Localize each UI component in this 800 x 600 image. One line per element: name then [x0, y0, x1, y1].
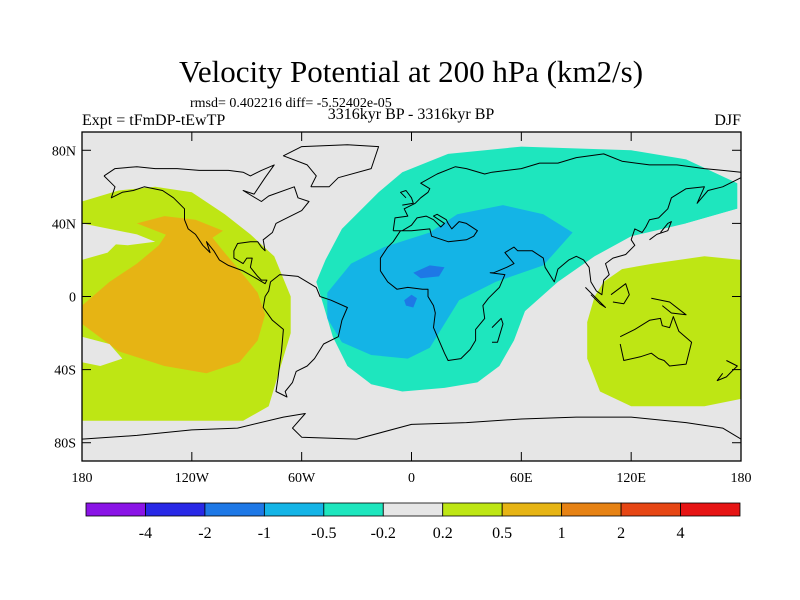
colorbar-swatch — [85, 502, 146, 517]
contour-mid-pacific-weak — [82, 223, 156, 246]
colorbar-swatch — [680, 502, 741, 517]
longitude-axis: 180 120W 60W 0 60E 120E 180 — [72, 132, 752, 486]
lat-tick-label: 80S — [54, 437, 76, 452]
figure-title: Velocity Potential at 200 hPa (km2/s) — [179, 54, 643, 89]
contour-east-pacific-positive — [82, 217, 266, 374]
coastline-antarctica — [82, 413, 741, 440]
coastline-borneo — [610, 283, 630, 305]
contour-west-pacific-australia-positive — [587, 256, 741, 407]
latitude-axis: 80N 40N 0 40S 80S — [52, 144, 741, 452]
coastline-japan — [649, 221, 672, 241]
map-panel: 80N 40N 0 40S 80S 180 120W 60W 0 60E 120E 180 — [52, 131, 752, 486]
colorbar-label: -0.5 — [311, 525, 336, 542]
coastline-new-zealand — [716, 360, 738, 382]
colorbar-swatch — [263, 502, 325, 517]
colorbar-label: 2 — [617, 525, 625, 542]
lat-tick-label: 40S — [54, 364, 76, 379]
coastline-sumatra — [585, 287, 606, 308]
colorbar-swatch — [145, 502, 206, 517]
stats-label: rmsd= 0.402216 diff= -5.52402e-05 — [190, 96, 392, 111]
coastline-new-guinea — [651, 297, 687, 316]
colorbar-swatch — [442, 502, 503, 517]
lon-tick-label: 120W — [175, 471, 210, 486]
lon-tick-label: 0 — [408, 471, 415, 486]
lat-tick-label: 80N — [52, 144, 76, 159]
colorbar-swatch — [204, 502, 265, 517]
lon-tick-label: 180 — [72, 471, 93, 486]
contour-north-africa-minimum — [413, 265, 445, 279]
colorbar-label: 4 — [677, 525, 685, 542]
contour-south-pacific-weak — [82, 336, 123, 366]
contour-north-pacific-tongue — [136, 216, 223, 242]
lat-tick-label: 40N — [52, 217, 76, 232]
colorbar-swatch — [561, 502, 622, 517]
experiment-label: Expt = tFmDP-tEwTP — [82, 112, 225, 129]
colorbar-label: -0.2 — [371, 525, 396, 542]
lon-tick-label: 120E — [616, 471, 646, 486]
colorbar-label: -1 — [258, 525, 271, 542]
colorbar-label: 0.5 — [492, 525, 512, 542]
season-label: DJF — [714, 112, 741, 129]
coastline-madagascar — [491, 317, 504, 343]
coastline-north-america — [103, 164, 310, 285]
colorbar-swatch — [382, 502, 444, 517]
lon-tick-label: 60E — [510, 471, 533, 486]
colorbar-label: 1 — [558, 525, 566, 542]
contour-east-asia-high-latitude-weak — [667, 208, 741, 242]
colorbar-swatch — [620, 502, 681, 517]
colorbar-label: -2 — [198, 525, 211, 542]
colorbar-swatch — [323, 502, 384, 517]
colorbar-swatch — [501, 502, 563, 517]
colorbar-label: 0.2 — [433, 525, 453, 542]
lat-tick-label: 0 — [69, 291, 76, 306]
colorbar-label: -4 — [139, 525, 152, 542]
contour-atlantic-africa-core — [327, 205, 573, 359]
colorbar: -4 -2 -1 -0.5 -0.2 0.2 0.5 1 2 4 — [85, 502, 741, 542]
coastline-greenland — [282, 144, 380, 188]
lon-tick-label: 60W — [288, 471, 316, 486]
coastline-south-america — [262, 274, 348, 398]
contour-tropical-atlantic-minimum — [404, 294, 417, 308]
contour-indian-ocean-weak — [568, 278, 599, 308]
period-label: 3316kyr BP - 3316kyr BP — [328, 106, 495, 123]
coastline-australia — [619, 316, 693, 367]
coastlines — [82, 144, 741, 440]
coastline-eurasia-africa — [379, 153, 741, 361]
field-contours — [82, 146, 741, 421]
lon-tick-label: 180 — [731, 471, 752, 486]
coastline-britain — [400, 190, 414, 206]
